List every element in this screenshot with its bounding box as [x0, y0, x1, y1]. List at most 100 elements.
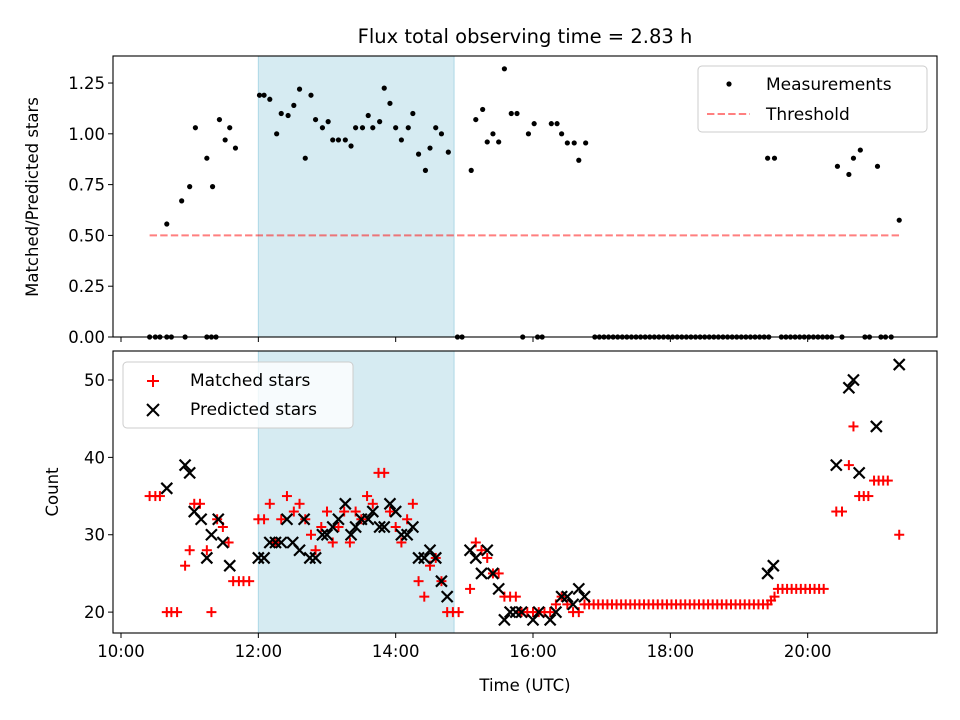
measurement-point: [531, 121, 537, 127]
predicted-star-point: [767, 559, 780, 572]
y-tick-label: 40: [84, 448, 105, 467]
predicted-star-point: [223, 559, 237, 572]
predicted-star-point: [555, 590, 568, 603]
matched-star-point: [244, 576, 255, 587]
predicted-star-point: [475, 567, 488, 580]
measurement-point: [484, 139, 490, 145]
predicted-star-point: [549, 605, 563, 619]
measurement-point: [525, 131, 532, 137]
predicted-star-point: [761, 567, 774, 580]
predicted-star-point: [263, 536, 277, 549]
matched-star-point: [154, 491, 165, 502]
top-y-axis-label: Matched/Predicted stars: [23, 97, 42, 297]
measurement-point: [319, 125, 326, 131]
measurement-point: [501, 66, 507, 72]
measurement-point: [480, 106, 486, 113]
matched-star-point: [322, 506, 333, 517]
predicted-star-point: [830, 458, 843, 472]
predicted-star-point: [515, 605, 528, 619]
measurement-point: [468, 167, 474, 173]
predicted-star-point: [274, 536, 288, 549]
measurement-point: [296, 86, 303, 92]
predicted-stars-series: [160, 358, 906, 627]
measurement-point: [559, 131, 565, 137]
predicted-star-point: [383, 497, 397, 511]
y-tick-label: 0.25: [68, 277, 105, 296]
measurement-point: [846, 171, 852, 178]
measurement-point: [312, 116, 319, 123]
matched-star-point: [545, 607, 556, 618]
predicted-star-point: [566, 598, 580, 611]
measurement-point: [291, 102, 297, 108]
y-tick-label: 20: [84, 603, 105, 622]
measurement-point: [278, 110, 284, 117]
predicted-star-point: [492, 582, 505, 596]
measurement-point: [422, 167, 429, 173]
y-tick-label: 1.00: [68, 125, 105, 144]
predicted-star-point: [509, 605, 523, 619]
matched-star-point: [206, 607, 217, 618]
matched-stars-legend-marker: [147, 375, 159, 387]
measurement-point: [256, 92, 263, 98]
measurement-point: [514, 110, 520, 117]
x-tick-label: 18:00: [647, 642, 695, 661]
measurement-point: [445, 149, 451, 155]
matched-star-point: [818, 583, 829, 594]
measurement-point: [274, 131, 280, 137]
predicted-star-point: [503, 605, 517, 619]
predicted-star-point: [269, 536, 282, 549]
x-tick-label: 20:00: [784, 642, 832, 661]
predicted-star-point: [400, 528, 414, 542]
predicted-star-point: [423, 543, 437, 557]
predicted-star-point: [418, 551, 431, 565]
predicted-star-point: [526, 613, 540, 627]
measurement-point: [473, 116, 479, 123]
predicted-star-point: [205, 528, 218, 542]
y-tick-label: 1.25: [68, 74, 105, 93]
measurement-point: [387, 100, 393, 106]
top-legend-box: [697, 65, 928, 133]
measurements-legend-label: Measurements: [766, 75, 892, 95]
predicted-star-point: [412, 551, 425, 565]
x-tick-label: 14:00: [372, 642, 420, 661]
predicted-star-point: [561, 590, 574, 603]
matched-star-point: [482, 552, 493, 563]
measurement-point: [490, 131, 496, 137]
measurement-point: [330, 137, 336, 143]
matched-star-point: [493, 568, 504, 579]
measurement-point: [554, 121, 560, 127]
measurement-point: [874, 163, 881, 169]
measurement-point: [342, 137, 348, 143]
bottom-axes-frame: [112, 350, 938, 634]
predicted-star-point: [339, 497, 352, 511]
measurement-point: [204, 155, 210, 161]
top-legend: Measurements Threshold: [697, 65, 928, 133]
predicted-star-point: [160, 482, 174, 495]
predicted-star-point: [578, 590, 591, 603]
predicted-star-point: [361, 512, 375, 526]
measurement-point: [381, 85, 387, 91]
measurement-point: [405, 125, 411, 131]
predicted-star-point: [194, 512, 208, 526]
measurement-point: [896, 217, 902, 223]
matched-star-point: [510, 591, 521, 602]
matched-star-point: [863, 491, 874, 502]
top-observing-span: [257, 55, 455, 338]
matched-star-point: [894, 529, 905, 540]
predicted-star-point: [216, 536, 230, 549]
measurement-point: [227, 125, 233, 131]
predicted-star-point: [435, 574, 448, 588]
matched-star-point: [769, 591, 780, 602]
y-tick-label: 0.00: [68, 328, 105, 347]
measurement-point: [857, 147, 863, 153]
matched-star-point: [453, 607, 464, 618]
predicted-star-point: [852, 466, 866, 480]
matched-star-point: [882, 475, 893, 486]
predicted-star-point: [870, 420, 883, 433]
predicted-star-point: [469, 551, 483, 565]
measurement-point: [765, 155, 771, 161]
measurement-point: [393, 125, 399, 131]
y-tick-label: 50: [84, 371, 105, 390]
predicted-star-point: [498, 613, 511, 627]
measurement-point: [564, 140, 570, 146]
